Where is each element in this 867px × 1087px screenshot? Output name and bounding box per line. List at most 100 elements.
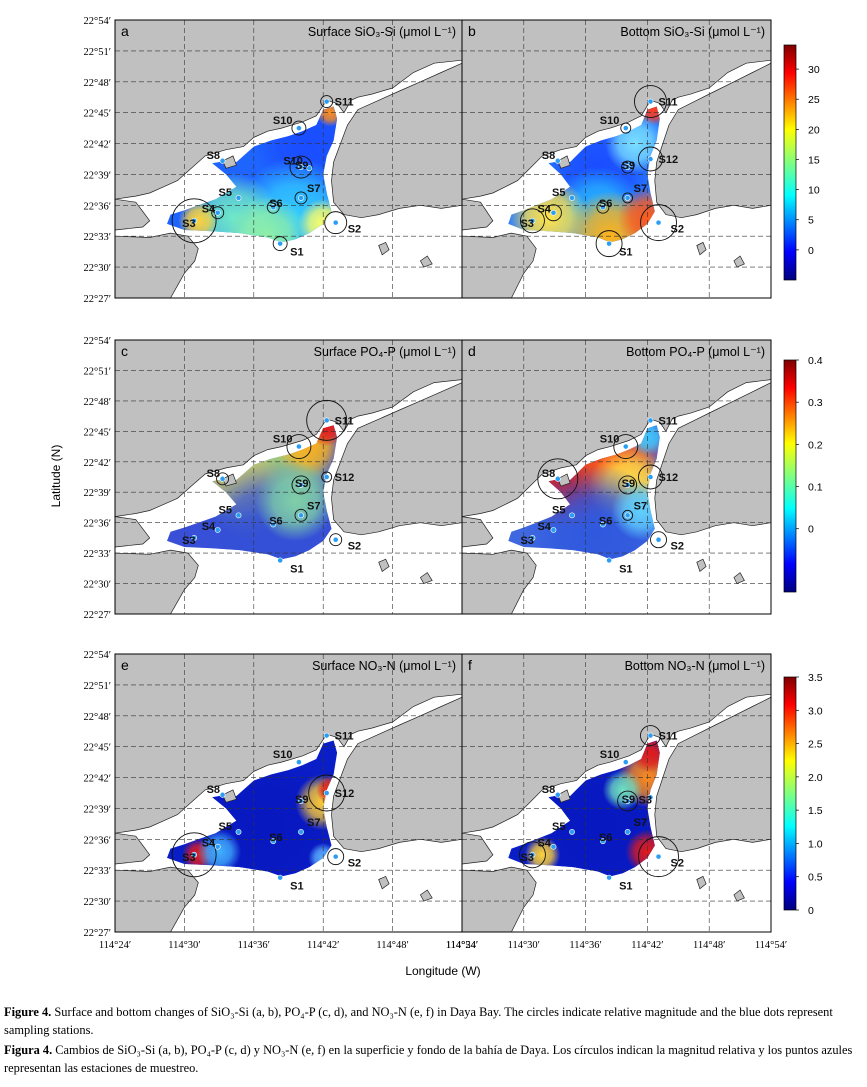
station-s1-dot [277,557,284,564]
land-mass [654,696,771,853]
land-mass [378,875,390,890]
station-s9-dot [298,482,304,488]
magnitude-circle [650,531,667,549]
colorbar-tick-label: 30 [808,64,820,76]
magnitude-circle [306,399,348,441]
station-s11-label: S11 [335,97,354,109]
panel-a-title: Surface SiO₃-Si (μmol L⁻¹) [308,25,456,39]
caption-english-label: Figure 4. [4,1005,52,1019]
lat-tick-label: 22°54′ [84,16,112,27]
land-mass [733,255,745,268]
colorbar-tick-label: 25 [808,94,820,106]
station-s5-dot [569,195,575,201]
colorbar-tick-label: 0 [808,905,814,917]
station-s5-dot [569,829,575,835]
station-s9-label: S9 [295,478,308,490]
lon-tick-label: 114°24′ [99,940,131,951]
station-s10-label: S10 [600,115,620,127]
panel-e-title: Surface NO₃-N (μmol L⁻¹) [312,659,456,673]
lat-tick-label: 22°39′ [84,488,112,499]
land-mass [115,232,199,298]
x-axis-title: Longitude (W) [405,964,480,978]
magnitude-circle [595,230,623,258]
station-s9-dot [624,798,631,804]
station-s10-label: S10 [600,749,620,761]
colorbar-sio3-si: 0 5 10 15 20 25 30 [783,44,820,281]
lat-tick-label: 22°42′ [84,458,112,469]
station-s6-label: S6 [599,198,612,210]
land-mass [462,832,494,865]
station-s12-dot [323,790,330,796]
magnitude-circle [286,434,312,460]
station-s3-dot [529,851,536,858]
magnitude-circle [211,206,225,220]
lat-tick-label: 22°39′ [84,170,112,181]
station-s8-label: S8 [207,150,220,162]
colorbar-tick-label: 1.0 [808,838,823,850]
land-mass [557,473,571,487]
land-mass [462,516,494,548]
panel-f-land [462,654,771,932]
land-mass [115,654,462,834]
magnitude-circle [266,200,280,214]
land-mass [654,62,771,219]
colorbar-scale [783,359,797,593]
colorbar-tick-label: 0 [808,524,814,536]
station-s11-label: S11 [658,415,677,427]
panel-d-frame [461,339,772,615]
colorbar-scale [783,676,797,911]
station-s4-dot [214,843,221,850]
colorbar-tick-label: 0.2 [808,439,823,451]
station-s2-dot [655,536,662,543]
magnitude-circle [640,725,661,746]
colorbar-no3-n: 0 0.5 1.0 1.5 2.0 2.5 3.0 3.5 [783,672,823,917]
station-s1-label: S1 [290,881,303,893]
land-mass [115,516,151,548]
land-mass [462,20,771,200]
lon-tick-label: 114°48′ [376,940,408,951]
station-s3-label: S3 [182,218,195,230]
lon-tick-label: 114°36′ [569,940,601,951]
station-s7-label: S7 [634,817,647,829]
station-s11-dot [647,732,654,739]
station-s12-dot [647,156,654,162]
land-mass [222,789,237,803]
station-s6-dot [600,204,606,211]
station-s7-label: S7 [307,817,320,829]
land-mass [419,255,433,268]
colorbar-tick-label: 0 [808,245,814,257]
station-s4-dot [214,209,221,216]
station-s11-label: S11 [335,415,354,427]
station-s4-dot [550,209,557,216]
lat-tick-label: 22°36′ [84,201,112,212]
colorbar-tick-label: 2.5 [808,739,823,751]
lat-tick-label: 22°27′ [84,610,112,621]
station-s5-label: S5 [219,187,232,199]
station-s7-dot [298,512,304,519]
land-mass [462,549,537,614]
magnitude-circle [638,464,663,490]
panel-d-letter: d [468,343,476,359]
station-s4-label: S4 [202,838,216,850]
panel-c-land [115,340,462,614]
magnitude-circle [537,458,579,500]
colorbar-tick-label: 0.1 [808,482,823,494]
land-mass [115,832,151,865]
station-s11-dot [647,417,654,424]
panel-b-land [462,20,771,298]
land-mass [654,382,771,536]
station-s8-label: S8 [207,468,220,480]
station-s8-label: S8 [207,784,220,796]
land-mass [419,889,433,902]
station-s1-label: S1 [619,563,632,575]
magnitude-circle [617,790,639,812]
lat-tick-label: 22°36′ [84,519,112,530]
colorbar-tick-label: 5 [808,215,814,227]
station-s8-dot [219,791,226,798]
lat-tick-label: 22°42′ [84,140,112,151]
station-s1-label: S1 [290,563,303,575]
magnitude-circle [640,204,677,242]
